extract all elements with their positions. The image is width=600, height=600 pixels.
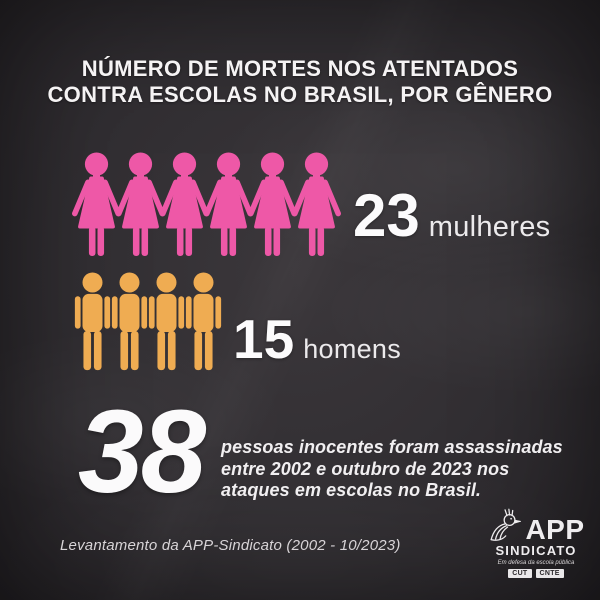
source-caption: Levantamento da APP-Sindicato (2002 - 10… [60,537,401,554]
total-line-3: ataques em escolas no Brasil. [221,480,482,500]
women-figures-row [72,152,336,258]
logo-org-subname: SINDICATO [495,543,577,558]
title-line-2: CONTRA ESCOLAS NO BRASIL, POR GÊNERO [47,82,553,107]
men-figures-row [72,272,222,372]
women-label: mulheres [428,211,551,243]
man-icon [74,272,111,371]
logo-tagline: Em defesa da escola pública [497,560,575,566]
title-line-1: NÚMERO DE MORTES NOS ATENTADOS [81,56,519,81]
cut-badge: CUT [508,569,532,578]
woman-icon [248,152,297,258]
bird-logo-icon [490,508,522,541]
total-line-1: pessoas inocentes foram assassinadas [221,437,563,457]
total-deaths-description: pessoas inocentes foram assassinadas ent… [221,437,563,502]
man-icon [185,272,222,371]
man-icon [148,272,185,371]
woman-icon [116,152,165,258]
woman-icon [160,152,209,258]
woman-icon [72,152,121,258]
women-count: 23 [353,182,420,249]
man-icon [111,272,148,371]
logo-affiliation-badges: CUT CNTE [508,569,564,578]
logo-org-name: APP [525,514,585,546]
total-deaths-number: 38 [78,386,206,518]
cnte-badge: CNTE [535,569,564,578]
logo-top: APP [487,508,585,546]
woman-icon [204,152,253,258]
woman-icon [292,152,341,258]
total-line-2: entre 2002 e outubro de 2023 nos [221,458,510,479]
app-sindicato-logo: APP SINDICATO Em defesa da escola públic… [485,508,587,578]
men-label: homens [303,334,402,364]
men-stat: 15 homens [233,312,401,367]
page-title: NÚMERO DE MORTES NOS ATENTADOS CONTRA ES… [0,56,600,108]
women-stat: 23 mulheres [353,186,550,246]
men-count: 15 [233,308,295,370]
